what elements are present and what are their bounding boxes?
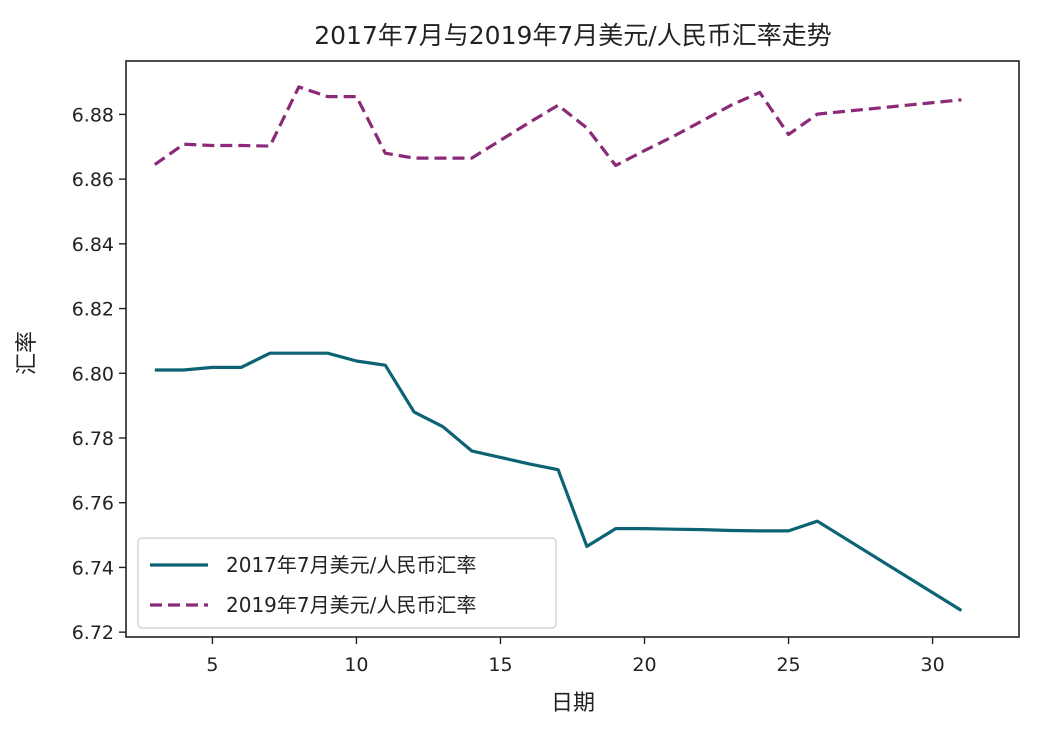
chart-title: 2017年7月与2019年7月美元/人民币汇率走势 bbox=[314, 21, 831, 50]
y-tick-label: 6.78 bbox=[72, 428, 114, 450]
x-tick-label: 20 bbox=[632, 654, 656, 676]
plot-frame bbox=[125, 60, 1020, 638]
x-tick-label: 30 bbox=[920, 654, 944, 676]
x-tick-label: 5 bbox=[206, 654, 218, 676]
y-axis-title: 汇率 bbox=[15, 331, 40, 375]
plot-marks bbox=[153, 85, 963, 612]
x-tick-label: 10 bbox=[344, 654, 368, 676]
x-tick-label: 15 bbox=[488, 654, 512, 676]
series-line-2019 bbox=[153, 85, 962, 168]
series-line-2017 bbox=[154, 351, 963, 612]
axis-ticks: 5 10 15 20 25 30 6.72 6.74 6.76 6.78 6.80 6.82 6.84 6… bbox=[72, 104, 945, 676]
y-tick-label: 6.74 bbox=[72, 557, 114, 579]
legend-label-2017: 2017年7月美元/人民币汇率 bbox=[226, 553, 476, 577]
legend-box bbox=[137, 537, 557, 629]
y-tick-label: 6.80 bbox=[72, 363, 114, 385]
x-axis-title: 日期 bbox=[551, 691, 595, 716]
y-tick-label: 6.76 bbox=[72, 493, 114, 515]
y-tick-label: 6.86 bbox=[72, 169, 114, 191]
legend: 2017年7月美元/人民币汇率 2019年7月美元/人民币汇率 bbox=[137, 537, 557, 629]
legend-label-2019: 2019年7月美元/人民币汇率 bbox=[226, 593, 476, 617]
y-tick-label: 6.72 bbox=[72, 622, 114, 644]
x-tick-label: 25 bbox=[776, 654, 800, 676]
y-tick-label: 6.88 bbox=[72, 104, 114, 126]
y-tick-label: 6.84 bbox=[72, 234, 114, 256]
y-tick-label: 6.82 bbox=[72, 299, 114, 321]
